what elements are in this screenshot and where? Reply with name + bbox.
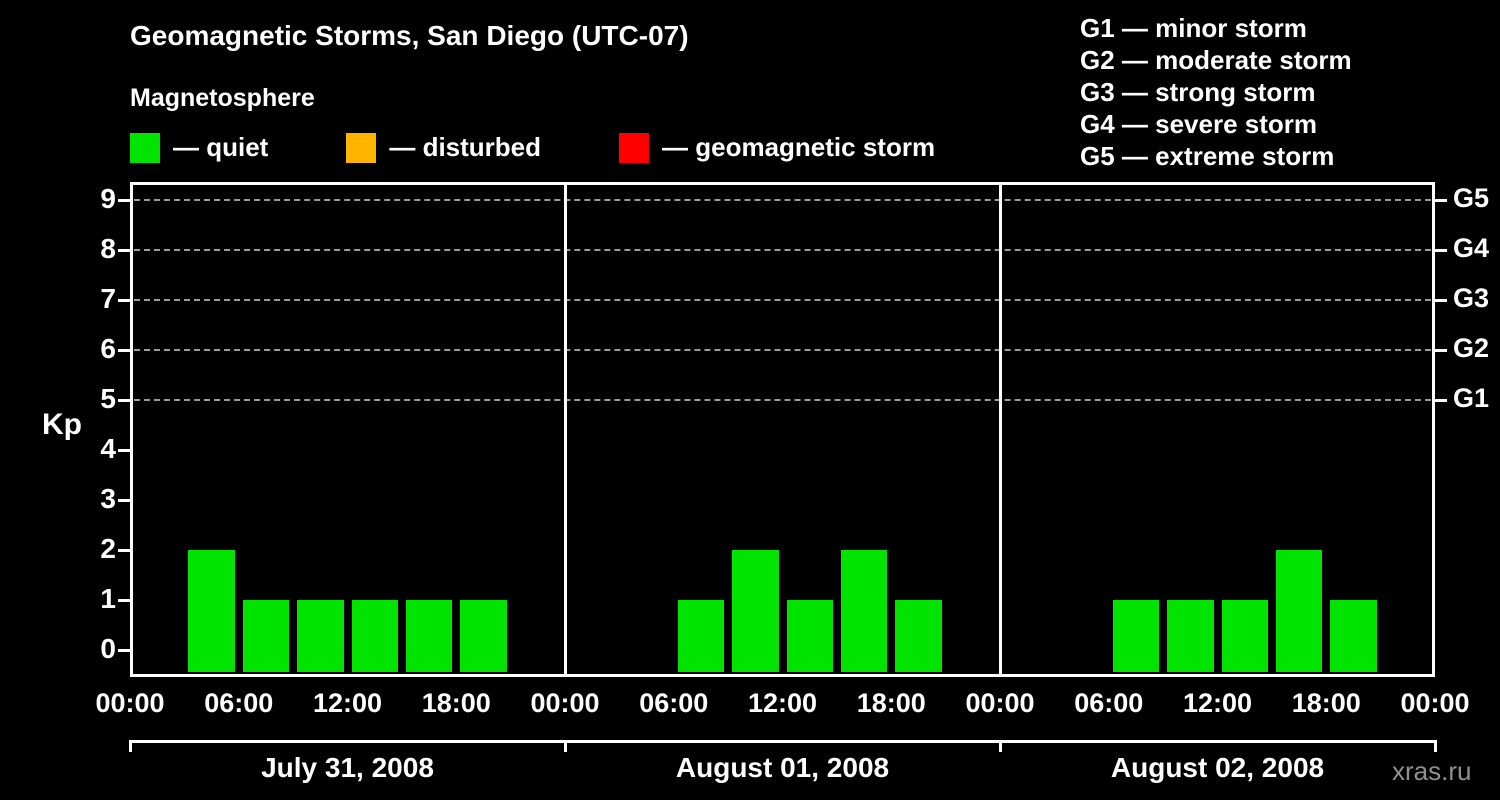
x-axis-tick-label: 00:00 — [1400, 688, 1470, 718]
magnetosphere-legend: — quiet — disturbed — geomagnetic storm — [130, 132, 935, 163]
y-axis-tick-label: 2 — [100, 533, 116, 564]
storm-scale-item: G5 — extreme storm — [1080, 141, 1335, 171]
right-axis-tick — [1435, 248, 1447, 252]
kp-bar — [242, 600, 290, 672]
date-axis-tick — [563, 740, 567, 752]
y-axis-tick-label: 5 — [100, 383, 116, 414]
y-axis-tick — [118, 648, 130, 652]
right-axis-label: G4 — [1453, 233, 1490, 263]
gridline-kp-5 — [134, 399, 1431, 401]
x-axis-tick-label: 18:00 — [856, 688, 926, 718]
x-axis-tick-label: 12:00 — [312, 688, 383, 718]
kp-bar — [840, 550, 888, 672]
right-axis-tick — [1435, 348, 1447, 352]
legend-item-label: — quiet — [173, 132, 269, 162]
right-axis-label: G2 — [1453, 333, 1490, 363]
legend-item-quiet: — quiet — [130, 132, 268, 163]
date-label: July 31, 2008 — [261, 752, 434, 783]
y-axis-tick-label: 8 — [100, 233, 116, 264]
right-axis-label: G5 — [1453, 183, 1490, 213]
y-axis-tick — [118, 448, 130, 452]
x-axis-tick-label: 06:00 — [204, 688, 274, 718]
y-axis-tick-label: 9 — [100, 183, 116, 214]
y-axis-tick-label: 1 — [100, 583, 116, 614]
right-axis-label: G3 — [1453, 283, 1490, 313]
x-axis-tick-label: 00:00 — [95, 688, 165, 718]
right-axis-tick — [1435, 398, 1447, 402]
kp-bar — [1112, 600, 1160, 672]
kp-bar — [895, 600, 942, 672]
kp-bar — [460, 600, 507, 672]
kp-bar — [1275, 550, 1323, 672]
storm-scale-legend: G1 — minor storm G2 — moderate storm G3 — … — [1080, 12, 1352, 172]
y-axis-tick-label: 7 — [100, 283, 116, 314]
kp-bar — [405, 600, 453, 672]
y-axis-tick-label: 0 — [100, 633, 116, 664]
legend-item-disturbed: — disturbed — [346, 132, 541, 163]
gridline-kp-8 — [134, 249, 1431, 251]
legend-item-label: — geomagnetic storm — [662, 132, 936, 162]
y-axis-tick-label: 6 — [100, 333, 116, 364]
date-axis-tick — [998, 740, 1002, 752]
x-axis-tick-label: 00:00 — [530, 688, 600, 718]
x-axis-tick-label: 18:00 — [1291, 688, 1361, 718]
x-axis-tick-label: 06:00 — [639, 688, 709, 718]
storm-scale-item: G2 — moderate storm — [1080, 45, 1352, 75]
date-axis-tick — [128, 740, 132, 752]
kp-bar — [1330, 600, 1377, 672]
y-axis-tick — [118, 198, 130, 202]
y-axis-tick — [118, 248, 130, 252]
y-axis-tick — [118, 498, 130, 502]
plot-frame — [130, 182, 1435, 677]
y-axis-tick — [118, 598, 130, 602]
kp-bar — [1167, 600, 1214, 672]
date-axis-tick — [1433, 740, 1437, 752]
date-label: August 02, 2008 — [1110, 752, 1325, 783]
chart-title: Geomagnetic Storms, San Diego (UTC-07) — [130, 20, 689, 51]
x-axis-tick-label: 00:00 — [965, 688, 1035, 718]
kp-bar — [297, 600, 344, 672]
storm-scale-item: G3 — strong storm — [1080, 77, 1316, 107]
kp-bar — [677, 600, 725, 672]
watermark: xras.ru — [1392, 756, 1472, 786]
y-axis-tick — [118, 348, 130, 352]
y-axis-tick-label: 3 — [100, 483, 116, 514]
kp-bar — [732, 550, 779, 672]
gridline-kp-9 — [134, 199, 1431, 201]
y-axis-label: Kp — [42, 408, 82, 441]
gridline-kp-6 — [134, 349, 1431, 351]
right-axis-tick — [1435, 198, 1447, 202]
kp-bar — [351, 600, 398, 672]
legend-heading: Magnetosphere — [130, 84, 315, 112]
quiet-swatch — [130, 132, 160, 163]
y-axis-tick — [118, 398, 130, 402]
date-axis-line — [130, 740, 1435, 743]
y-axis-tick-label: 4 — [100, 433, 116, 464]
panel-separator — [563, 184, 567, 675]
x-axis-tick-label: 12:00 — [1182, 688, 1253, 718]
kp-bar — [188, 550, 235, 672]
legend-item-geomagnetic-storm: — geomagnetic storm — [619, 132, 935, 163]
x-axis-tick-label: 18:00 — [421, 688, 491, 718]
y-axis-tick — [118, 298, 130, 302]
storm-scale-item: G4 — severe storm — [1080, 109, 1318, 139]
gridline-kp-7 — [134, 299, 1431, 301]
date-label: August 01, 2008 — [675, 752, 890, 783]
x-axis-tick-label: 06:00 — [1074, 688, 1144, 718]
x-axis-tick-label: 12:00 — [747, 688, 818, 718]
geomagnetic-storm-swatch — [619, 132, 650, 163]
right-axis-tick — [1435, 298, 1447, 302]
disturbed-swatch — [346, 132, 377, 163]
legend-item-label: — disturbed — [389, 132, 542, 162]
storm-scale-item: G1 — minor storm — [1080, 13, 1307, 43]
kp-bar — [786, 600, 833, 672]
kp-bar — [1221, 600, 1268, 672]
y-axis-tick — [118, 548, 130, 552]
panel-separator — [998, 184, 1002, 675]
right-axis-label: G1 — [1453, 383, 1490, 413]
